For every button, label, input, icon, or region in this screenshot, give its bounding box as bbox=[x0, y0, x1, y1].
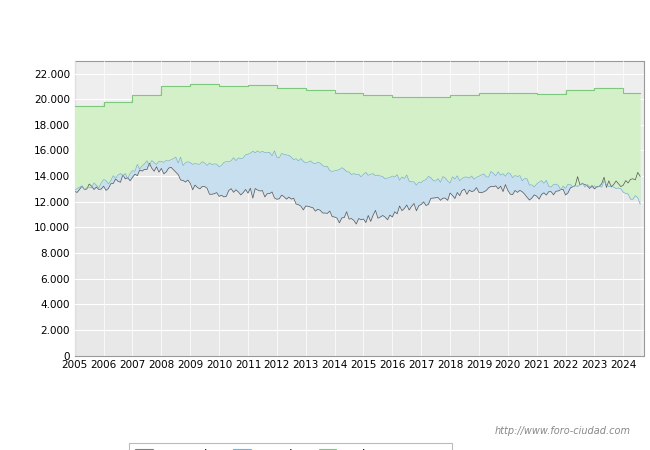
Legend: Ocupados, Parados, Hab. entre 16-64: Ocupados, Parados, Hab. entre 16-64 bbox=[129, 443, 452, 450]
Text: Manises - Evolucion de la poblacion en edad de Trabajar Agosto de 2024: Manises - Evolucion de la poblacion en e… bbox=[73, 20, 577, 35]
Text: http://www.foro-ciudad.com: http://www.foro-ciudad.com bbox=[495, 427, 630, 436]
